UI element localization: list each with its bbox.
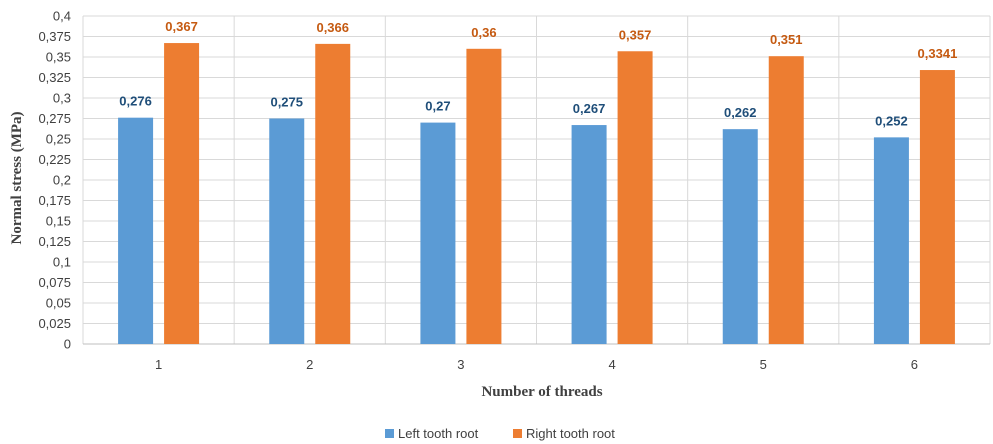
y-tick-label: 0,1 bbox=[53, 255, 71, 270]
y-tick-label: 0,35 bbox=[46, 50, 71, 65]
data-label: 0,262 bbox=[724, 105, 757, 120]
y-tick-label: 0,15 bbox=[46, 214, 71, 229]
x-tick-label: 5 bbox=[760, 357, 767, 372]
y-axis-title: Normal stress (MPa) bbox=[9, 111, 25, 244]
y-tick-label: 0,25 bbox=[46, 132, 71, 147]
x-tick-label: 6 bbox=[911, 357, 918, 372]
x-axis-title: Number of threads bbox=[481, 384, 602, 400]
y-axis-ticks: 0 0,025 0,05 0,075 0,1 0,125 0,15 0,175 0,2 0,225… bbox=[38, 9, 71, 352]
bar-right-tooth-root bbox=[164, 43, 200, 345]
bar-left-tooth-root bbox=[722, 129, 758, 344]
legend: Left tooth root Right tooth root bbox=[385, 426, 615, 441]
y-tick-label: 0,175 bbox=[38, 193, 71, 208]
y-tick-label: 0,05 bbox=[46, 296, 71, 311]
bar-left-tooth-root bbox=[118, 117, 154, 345]
bars bbox=[118, 43, 955, 345]
data-label: 0,3341 bbox=[918, 46, 958, 61]
data-label: 0,275 bbox=[270, 95, 303, 110]
y-tick-label: 0,375 bbox=[38, 29, 71, 44]
y-tick-label: 0,025 bbox=[38, 316, 71, 331]
data-labels: 0,276 0,367 0,275 0,366 0,27 0,36 0,267 0,357 0,… bbox=[119, 19, 957, 128]
x-tick-label: 1 bbox=[155, 357, 162, 372]
legend-swatch-left-tooth-root bbox=[385, 429, 394, 438]
data-label: 0,267 bbox=[573, 101, 606, 116]
x-tick-label: 3 bbox=[457, 357, 464, 372]
data-label: 0,27 bbox=[425, 99, 450, 114]
legend-swatch-right-tooth-root bbox=[513, 429, 522, 438]
data-label: 0,351 bbox=[770, 32, 803, 47]
bar-left-tooth-root bbox=[269, 118, 305, 344]
y-tick-label: 0,325 bbox=[38, 70, 71, 85]
legend-label-right-tooth-root: Right tooth root bbox=[526, 426, 615, 441]
data-label: 0,276 bbox=[119, 94, 152, 109]
y-tick-label: 0,075 bbox=[38, 275, 71, 290]
data-label: 0,252 bbox=[875, 113, 908, 128]
x-axis-ticks: 1 2 3 4 5 6 bbox=[155, 357, 918, 372]
x-tick-label: 4 bbox=[608, 357, 615, 372]
legend-label-left-tooth-root: Left tooth root bbox=[398, 426, 479, 441]
bar-right-tooth-root bbox=[919, 70, 955, 345]
bar-left-tooth-root bbox=[420, 122, 456, 344]
data-label: 0,367 bbox=[165, 19, 198, 34]
y-tick-label: 0,225 bbox=[38, 152, 71, 167]
bar-right-tooth-root bbox=[315, 43, 351, 344]
data-label: 0,366 bbox=[316, 20, 349, 35]
y-tick-label: 0,275 bbox=[38, 111, 71, 126]
bar-right-tooth-root bbox=[617, 51, 653, 344]
y-tick-label: 0 bbox=[64, 337, 71, 352]
x-tick-label: 2 bbox=[306, 357, 313, 372]
bar-right-tooth-root bbox=[466, 48, 502, 345]
y-tick-label: 0,125 bbox=[38, 234, 71, 249]
data-label: 0,36 bbox=[471, 25, 496, 40]
y-tick-label: 0,2 bbox=[53, 173, 71, 188]
bar-right-tooth-root bbox=[768, 56, 804, 345]
gridlines bbox=[82, 15, 991, 345]
bar-left-tooth-root bbox=[873, 137, 909, 344]
data-label: 0,357 bbox=[619, 27, 652, 42]
y-tick-label: 0,4 bbox=[53, 9, 71, 24]
y-tick-label: 0,3 bbox=[53, 91, 71, 106]
bar-left-tooth-root bbox=[571, 125, 607, 344]
